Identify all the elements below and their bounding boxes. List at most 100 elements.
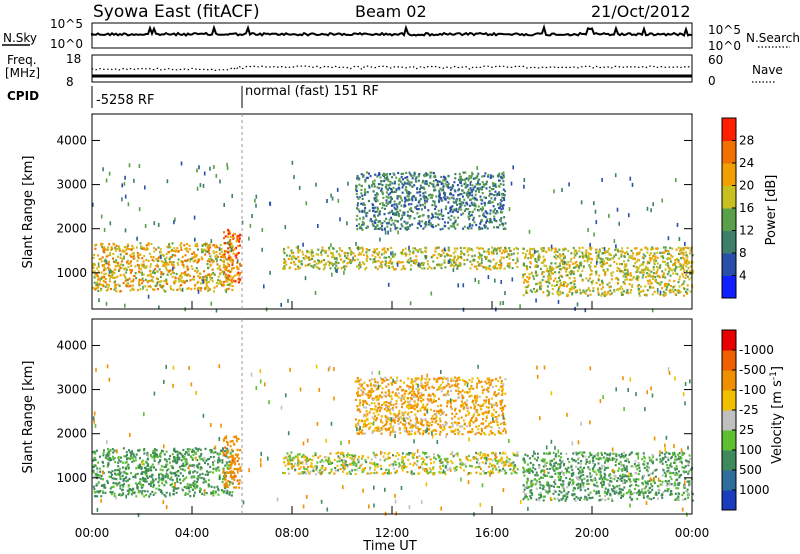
echo-cell <box>227 231 230 234</box>
echo-cell <box>499 259 502 262</box>
echo-cell <box>150 242 153 246</box>
echo-cell <box>108 452 111 455</box>
echo-cell <box>451 222 454 225</box>
echo-cell <box>482 208 484 211</box>
echo-cell <box>432 226 435 229</box>
echo-cell <box>113 285 116 288</box>
echo-cell <box>358 264 360 267</box>
echo-cell <box>371 220 374 223</box>
echo-cell <box>104 486 107 489</box>
echo-cell <box>685 265 688 268</box>
echo-cell <box>209 243 212 246</box>
y-tick-label: 3000 <box>56 178 87 192</box>
echo-cell <box>285 263 288 266</box>
echo-cell <box>101 245 104 248</box>
echo-cell <box>640 263 643 266</box>
echo-cell <box>196 459 199 462</box>
echo-cell <box>375 196 378 200</box>
echo-cell <box>462 171 465 174</box>
echo-cell <box>386 188 389 191</box>
echo-cell <box>352 463 355 466</box>
echo-cell <box>660 255 663 258</box>
echo-cell <box>589 273 592 276</box>
echo-cell <box>106 480 109 483</box>
echo-cell <box>158 484 161 487</box>
echo-cell <box>638 294 641 297</box>
echo-cell <box>236 237 239 240</box>
echo-cell <box>404 182 407 185</box>
echo-cell <box>127 463 130 466</box>
echo-cell <box>465 192 468 195</box>
echo-cell <box>224 235 227 238</box>
echo-cell <box>369 175 372 178</box>
echo-cell <box>226 162 228 167</box>
echo-cell <box>649 285 652 289</box>
echo-cell <box>196 168 198 173</box>
echo-cell <box>478 247 481 250</box>
echo-cell <box>459 264 462 267</box>
echo-cell <box>630 256 632 259</box>
echo-cell <box>150 480 153 483</box>
echo-cell <box>104 268 107 271</box>
echo-cell <box>207 258 210 261</box>
echo-cell <box>460 180 462 183</box>
echo-cell <box>296 453 299 456</box>
echo-cell <box>106 454 109 457</box>
echo-cell <box>401 469 404 472</box>
echo-cell <box>378 213 381 216</box>
echo-cell <box>298 185 301 190</box>
echo-cell <box>504 227 507 231</box>
echo-cell <box>581 279 584 282</box>
echo-cell <box>319 472 322 475</box>
echo-cell <box>506 456 509 459</box>
echo-cell <box>160 260 163 263</box>
echo-cell <box>183 478 186 481</box>
echo-cell <box>100 283 103 286</box>
echo-cell <box>671 255 674 258</box>
echo-cell <box>366 211 369 214</box>
echo-cell <box>631 254 634 258</box>
echo-cell <box>334 267 337 270</box>
echo-cell <box>484 255 487 258</box>
echo-cell <box>322 268 325 271</box>
echo-cell <box>135 473 137 476</box>
echo-cell <box>172 460 174 463</box>
echo-cell <box>388 265 390 268</box>
echo-cell <box>425 221 427 224</box>
echo-cell <box>484 210 487 213</box>
echo-cell <box>226 262 229 265</box>
echo-cell <box>236 479 239 482</box>
echo-cell <box>127 479 130 482</box>
echo-cell <box>156 288 159 291</box>
echo-cell <box>465 457 468 460</box>
echo-cell <box>192 453 195 457</box>
echo-cell <box>557 287 560 290</box>
echo-cell <box>134 272 137 275</box>
echo-cell <box>151 474 154 477</box>
echo-cell <box>510 253 513 256</box>
echo-cell <box>453 225 456 228</box>
echo-cell <box>220 250 223 253</box>
echo-cell <box>559 293 562 296</box>
echo-cell <box>124 279 127 282</box>
echo-cell <box>499 182 502 186</box>
echo-cell <box>234 461 237 464</box>
echo-cell <box>340 464 343 467</box>
echo-cell <box>600 288 603 291</box>
echo-cell <box>613 239 616 244</box>
echo-cell <box>130 455 133 458</box>
echo-cell <box>536 250 539 253</box>
echo-cell <box>137 449 140 452</box>
echo-cell <box>351 469 354 472</box>
echo-cell <box>280 302 282 307</box>
echo-cell <box>142 279 145 283</box>
echo-cell <box>151 490 154 493</box>
echo-cell <box>484 225 487 228</box>
echo-cell <box>547 278 550 281</box>
echo-cell <box>460 208 463 211</box>
echo-cell <box>475 223 478 227</box>
echo-cell <box>145 470 148 473</box>
echo-cell <box>160 273 163 276</box>
echo-cell <box>222 263 225 266</box>
echo-cell <box>373 185 376 188</box>
